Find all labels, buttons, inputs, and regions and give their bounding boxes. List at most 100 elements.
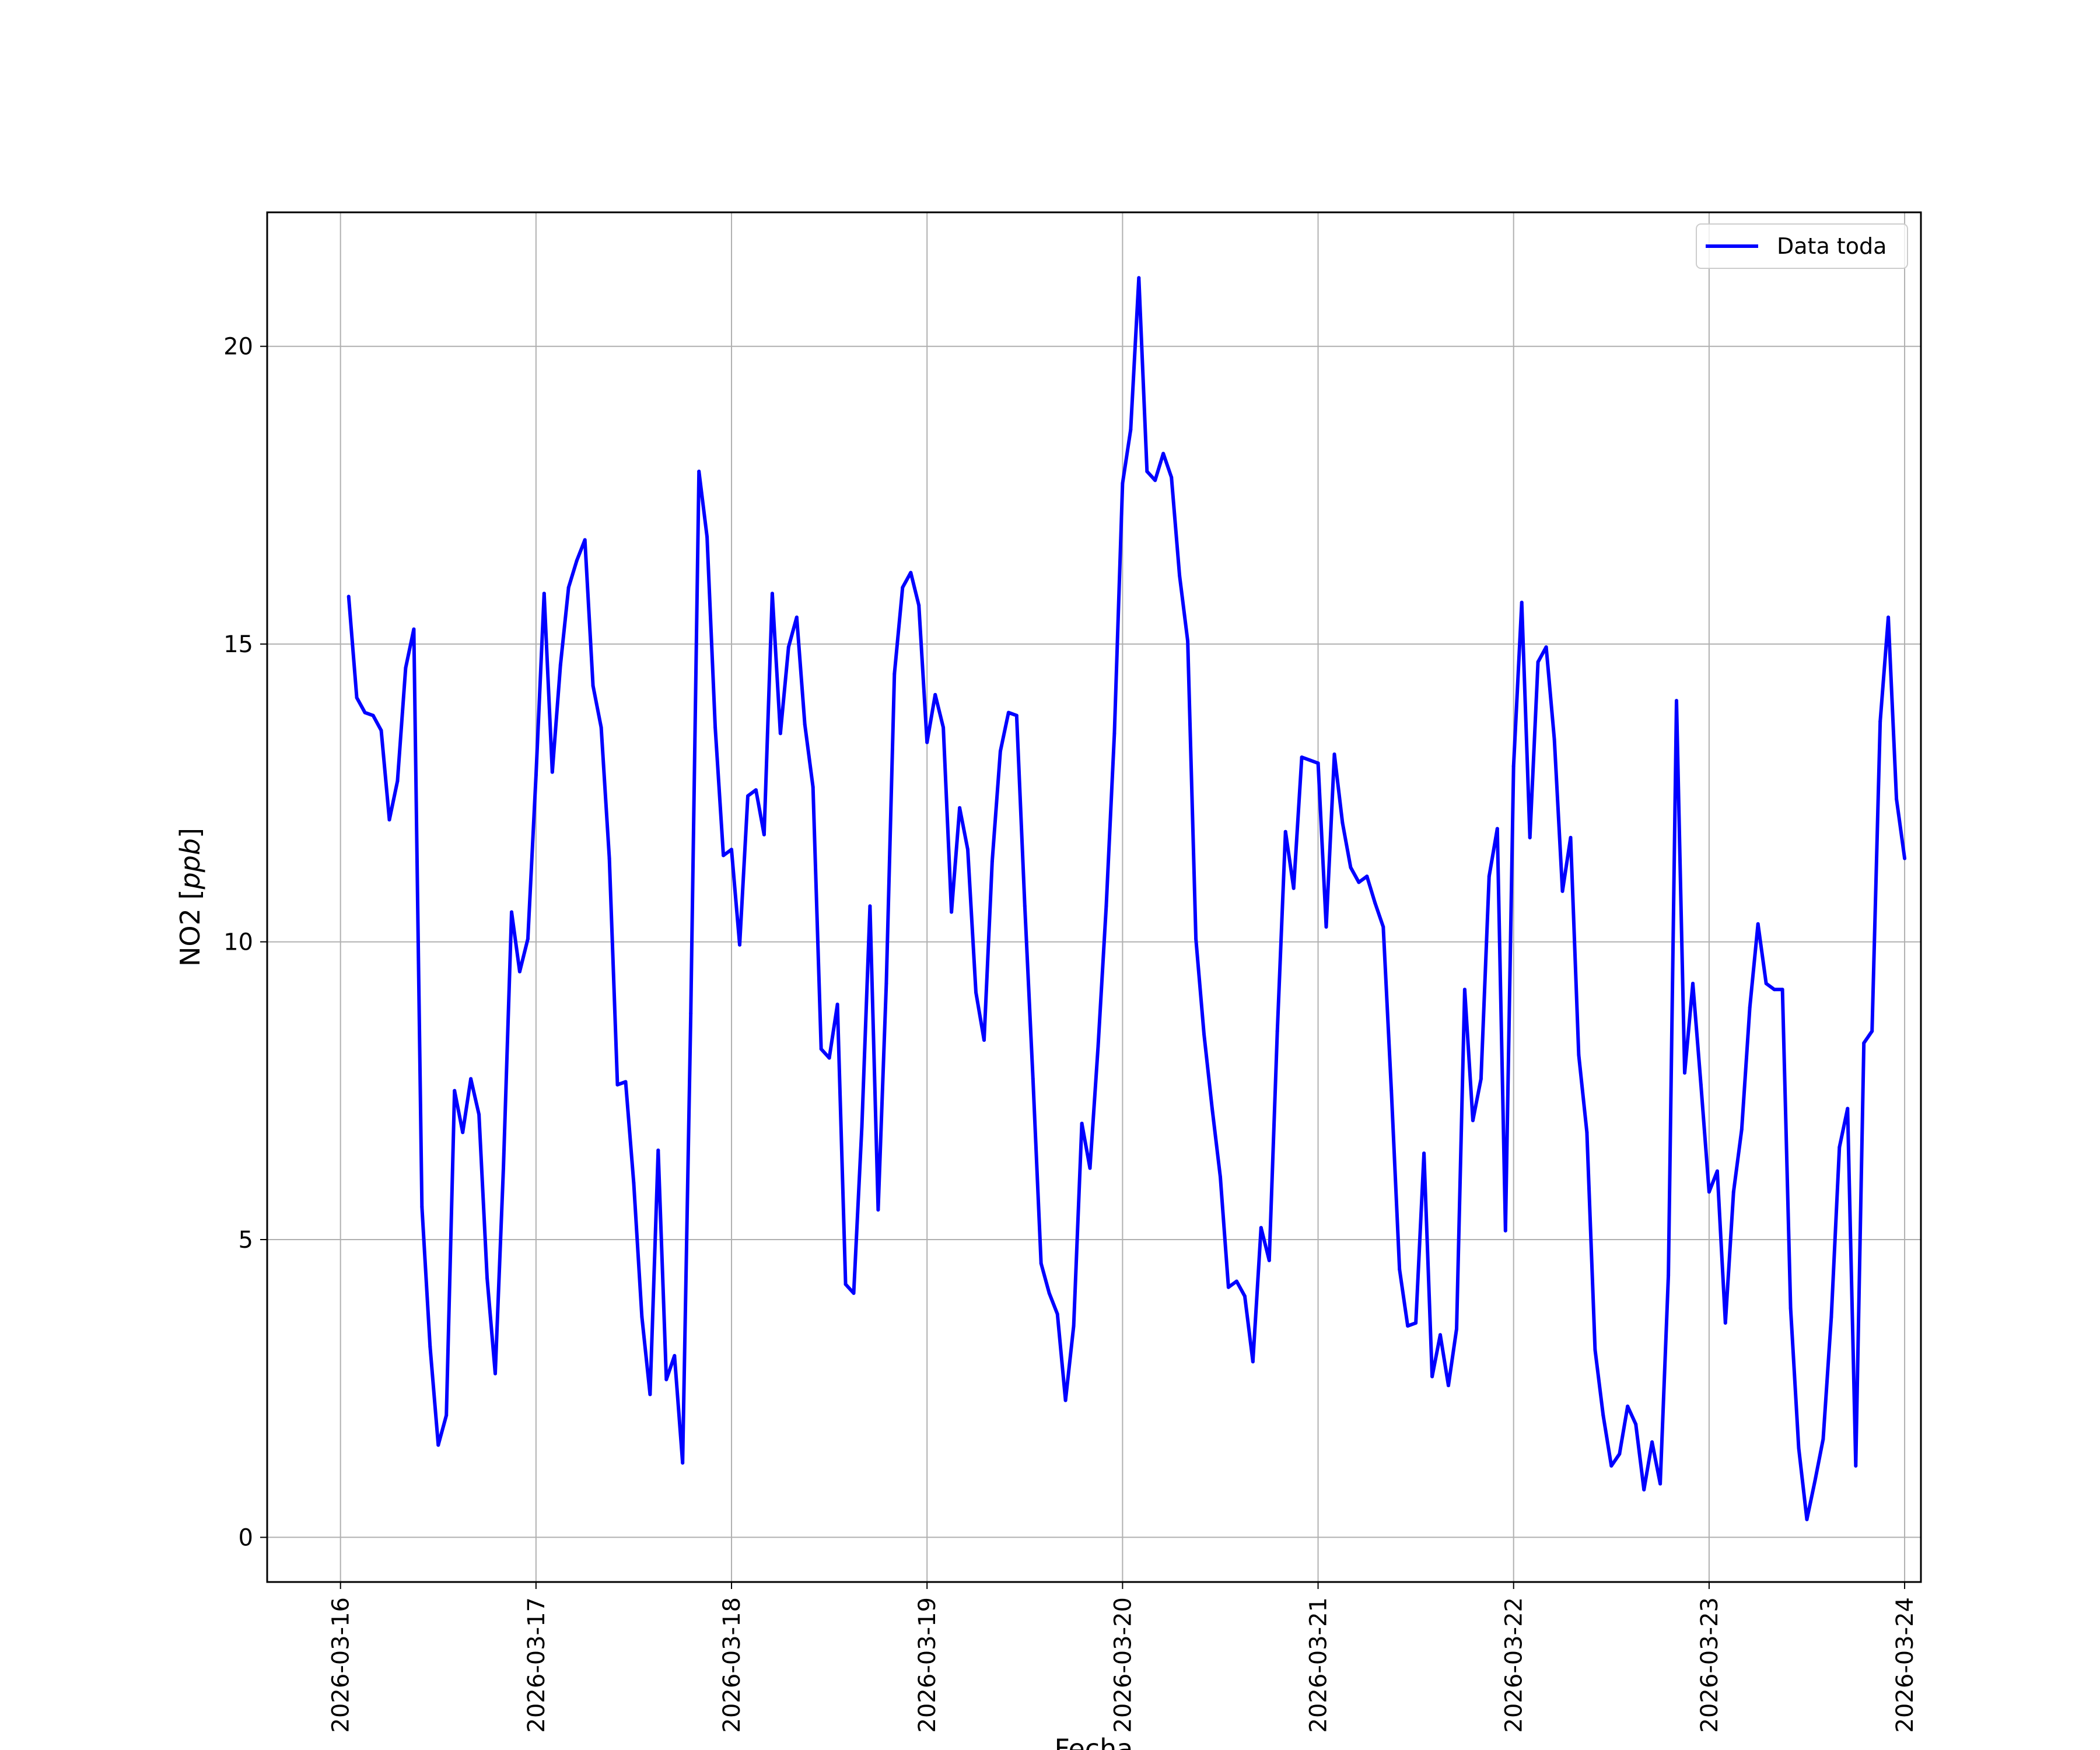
data-point — [1667, 1273, 1671, 1278]
data-point — [1903, 856, 1907, 860]
data-point — [1593, 1348, 1597, 1352]
data-point — [1145, 470, 1149, 474]
data-point — [1740, 1128, 1744, 1132]
data-point — [982, 1038, 986, 1042]
data-point — [1112, 732, 1116, 736]
data-point — [1406, 1324, 1410, 1328]
data-point — [860, 1125, 864, 1128]
data-point — [469, 1077, 473, 1081]
data-point — [901, 586, 905, 590]
data-point — [852, 1291, 856, 1295]
data-point — [1390, 1088, 1394, 1093]
data-point — [933, 692, 937, 696]
data-point — [526, 937, 530, 941]
data-point — [917, 603, 921, 607]
data-point — [575, 559, 579, 563]
data-point — [404, 666, 408, 670]
data-point — [1170, 475, 1174, 480]
y-axis-label-main: NO2 — [174, 900, 206, 967]
data-point — [1715, 1169, 1719, 1173]
data-point — [632, 1181, 636, 1185]
data-point — [1895, 797, 1899, 801]
data-point — [379, 729, 383, 733]
data-point — [689, 1012, 693, 1016]
data-point — [1838, 1145, 1842, 1149]
data-point — [1707, 1190, 1711, 1194]
data-point — [566, 586, 570, 590]
data-point — [1219, 1175, 1222, 1179]
data-point — [1153, 478, 1157, 482]
grid-lines — [267, 212, 1921, 1582]
data-point — [656, 1148, 660, 1152]
data-point — [1039, 1261, 1043, 1265]
data-point — [722, 853, 726, 858]
data-point — [542, 592, 546, 596]
x-tick-label: 2026-03-17 — [523, 1597, 550, 1732]
data-point — [1756, 922, 1760, 926]
data-point — [534, 773, 538, 777]
data-point — [1438, 1333, 1442, 1337]
data-point — [1210, 1107, 1214, 1111]
data-point — [1821, 1437, 1825, 1441]
data-point — [371, 713, 375, 718]
x-tick-label: 2026-03-21 — [1306, 1597, 1332, 1732]
data-point — [1316, 761, 1320, 765]
data-point — [502, 1166, 505, 1170]
data-point — [1178, 573, 1182, 578]
data-point — [550, 770, 554, 774]
data-point — [942, 726, 946, 730]
data-point — [624, 1080, 628, 1084]
data-point — [1430, 1374, 1434, 1378]
data-point — [811, 785, 815, 789]
data-point — [494, 1371, 497, 1376]
y-axis-ticks: 0 5 10 15 20 — [223, 334, 267, 1551]
data-point — [1292, 886, 1296, 890]
data-point — [1699, 1083, 1703, 1087]
data-point — [697, 470, 701, 474]
data-point — [1455, 1327, 1458, 1331]
x-tick-label: 2026-03-16 — [328, 1597, 355, 1732]
data-point — [876, 1208, 880, 1212]
data-point — [1259, 1226, 1263, 1230]
data-point — [1691, 982, 1695, 985]
data-point — [1129, 428, 1133, 432]
y-axis-label-bracket-close: ] — [174, 828, 206, 838]
data-point — [1511, 764, 1516, 768]
data-point — [444, 1413, 449, 1418]
data-point — [1805, 1517, 1809, 1521]
data-point — [583, 538, 587, 542]
data-point — [485, 1276, 489, 1280]
data-point — [1788, 1306, 1793, 1310]
y-tick-label: 20 — [223, 334, 253, 360]
data-point — [746, 794, 750, 798]
data-point — [1503, 1228, 1507, 1233]
data-point — [990, 859, 994, 863]
data-point — [1658, 1482, 1662, 1486]
data-point — [1063, 1398, 1068, 1402]
data-point — [1308, 758, 1312, 762]
data-point — [794, 615, 799, 620]
x-tick-label: 2026-03-23 — [1696, 1597, 1723, 1732]
data-point — [1096, 1044, 1100, 1048]
data-point — [1072, 1324, 1076, 1328]
data-point — [1854, 1464, 1858, 1468]
data-point — [1748, 1005, 1752, 1009]
data-point — [1585, 1130, 1589, 1135]
x-tick-label: 2026-03-19 — [914, 1597, 941, 1732]
x-tick-label: 2026-03-22 — [1501, 1597, 1528, 1732]
data-point — [786, 645, 790, 649]
data-point — [1194, 937, 1198, 941]
data-point — [1797, 1446, 1801, 1450]
data-point — [778, 732, 782, 736]
data-point — [958, 806, 962, 810]
data-point — [607, 856, 611, 860]
data-point — [436, 1443, 440, 1447]
data-point — [428, 1345, 432, 1349]
data-point — [844, 1282, 848, 1286]
data-point — [909, 570, 913, 575]
data-point — [558, 663, 562, 667]
data-point — [803, 722, 807, 726]
data-layer — [346, 276, 1907, 1521]
data-point — [1829, 1315, 1833, 1319]
data-point — [510, 910, 513, 914]
